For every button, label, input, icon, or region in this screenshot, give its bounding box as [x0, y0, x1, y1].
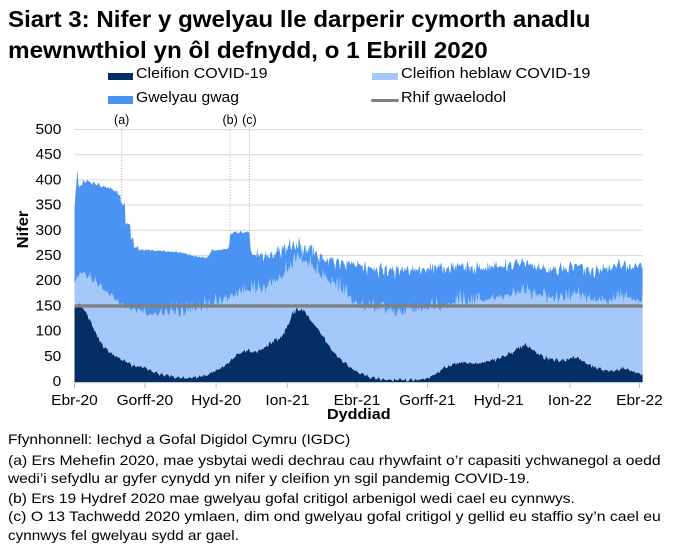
svg-text:250: 250: [36, 248, 62, 264]
svg-text:Ebr-22: Ebr-22: [616, 393, 663, 409]
svg-text:Hyd-21: Hyd-21: [474, 393, 524, 409]
svg-text:Ion-21: Ion-21: [265, 393, 309, 409]
svg-text:100: 100: [36, 324, 62, 340]
svg-text:150: 150: [36, 298, 62, 314]
svg-text:Hyd-20: Hyd-20: [191, 393, 241, 409]
svg-text:0: 0: [53, 374, 62, 390]
svg-text:Gorff-20: Gorff-20: [117, 393, 174, 409]
svg-text:(b): (b): [222, 113, 237, 127]
svg-text:Ion-22: Ion-22: [548, 393, 592, 409]
svg-text:Gorff-21: Gorff-21: [399, 393, 456, 409]
svg-text:400: 400: [36, 172, 62, 188]
svg-text:200: 200: [36, 273, 62, 289]
svg-text:Ebr-20: Ebr-20: [51, 393, 98, 409]
svg-text:Dyddiad: Dyddiad: [327, 407, 391, 423]
svg-text:350: 350: [36, 198, 62, 214]
svg-text:(c): (c): [242, 113, 257, 127]
svg-text:Ebr-21: Ebr-21: [334, 393, 381, 409]
svg-text:300: 300: [36, 223, 62, 239]
svg-text:450: 450: [36, 147, 62, 163]
svg-text:50: 50: [44, 349, 61, 365]
svg-text:500: 500: [36, 122, 62, 138]
svg-text:Nifer: Nifer: [15, 211, 32, 249]
svg-text:(a): (a): [114, 113, 129, 127]
